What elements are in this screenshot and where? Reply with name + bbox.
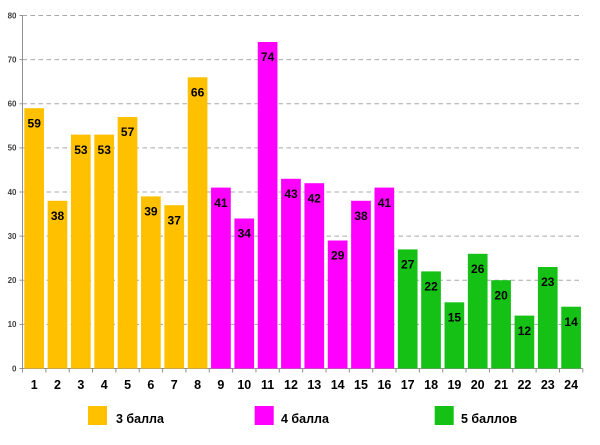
svg-text:39: 39 bbox=[144, 205, 158, 219]
svg-text:14: 14 bbox=[564, 315, 578, 329]
svg-text:57: 57 bbox=[121, 125, 135, 139]
svg-text:11: 11 bbox=[261, 378, 274, 392]
svg-text:16: 16 bbox=[377, 378, 391, 392]
svg-text:10: 10 bbox=[237, 378, 251, 392]
svg-text:50: 50 bbox=[8, 144, 17, 153]
svg-text:1: 1 bbox=[31, 378, 38, 392]
svg-text:42: 42 bbox=[308, 191, 322, 205]
svg-text:66: 66 bbox=[191, 86, 205, 100]
svg-text:53: 53 bbox=[74, 143, 88, 157]
svg-text:20: 20 bbox=[494, 288, 508, 302]
svg-text:70: 70 bbox=[8, 55, 17, 64]
svg-text:2: 2 bbox=[54, 378, 61, 392]
svg-text:13: 13 bbox=[307, 378, 321, 392]
svg-text:22: 22 bbox=[424, 280, 438, 294]
svg-text:38: 38 bbox=[354, 209, 368, 223]
svg-text:5 баллов: 5 баллов bbox=[461, 412, 517, 426]
svg-text:22: 22 bbox=[517, 378, 531, 392]
svg-text:60: 60 bbox=[8, 100, 17, 109]
svg-text:3 балла: 3 балла bbox=[116, 412, 165, 426]
svg-text:37: 37 bbox=[168, 213, 182, 227]
svg-text:43: 43 bbox=[284, 187, 298, 201]
svg-text:3: 3 bbox=[77, 378, 84, 392]
svg-text:74: 74 bbox=[261, 50, 275, 64]
svg-text:6: 6 bbox=[147, 378, 154, 392]
svg-text:12: 12 bbox=[518, 324, 532, 338]
svg-text:80: 80 bbox=[8, 11, 17, 20]
svg-text:21: 21 bbox=[494, 378, 508, 392]
svg-text:20: 20 bbox=[471, 378, 485, 392]
svg-text:30: 30 bbox=[8, 232, 17, 241]
svg-text:9: 9 bbox=[217, 378, 224, 392]
svg-text:5: 5 bbox=[124, 378, 131, 392]
svg-text:8: 8 bbox=[194, 378, 201, 392]
svg-text:38: 38 bbox=[51, 209, 65, 223]
svg-text:24: 24 bbox=[564, 378, 578, 392]
svg-text:40: 40 bbox=[8, 188, 17, 197]
svg-text:23: 23 bbox=[541, 378, 555, 392]
svg-text:15: 15 bbox=[448, 311, 462, 325]
svg-text:34: 34 bbox=[238, 227, 252, 241]
svg-text:29: 29 bbox=[331, 249, 345, 263]
svg-text:27: 27 bbox=[401, 258, 415, 272]
svg-text:14: 14 bbox=[331, 378, 345, 392]
svg-text:17: 17 bbox=[401, 378, 415, 392]
svg-text:7: 7 bbox=[171, 378, 178, 392]
svg-text:15: 15 bbox=[354, 378, 368, 392]
svg-text:4: 4 bbox=[101, 378, 108, 392]
svg-text:41: 41 bbox=[214, 196, 228, 210]
svg-text:12: 12 bbox=[284, 378, 298, 392]
svg-text:26: 26 bbox=[471, 262, 485, 276]
svg-text:18: 18 bbox=[424, 378, 438, 392]
svg-text:59: 59 bbox=[28, 116, 42, 130]
svg-text:4 балла: 4 балла bbox=[281, 412, 330, 426]
svg-text:23: 23 bbox=[541, 275, 555, 289]
svg-text:41: 41 bbox=[378, 196, 392, 210]
svg-text:10: 10 bbox=[8, 320, 17, 329]
svg-text:20: 20 bbox=[8, 276, 17, 285]
svg-text:53: 53 bbox=[98, 143, 112, 157]
svg-text:19: 19 bbox=[447, 378, 461, 392]
svg-text:0: 0 bbox=[12, 364, 17, 373]
